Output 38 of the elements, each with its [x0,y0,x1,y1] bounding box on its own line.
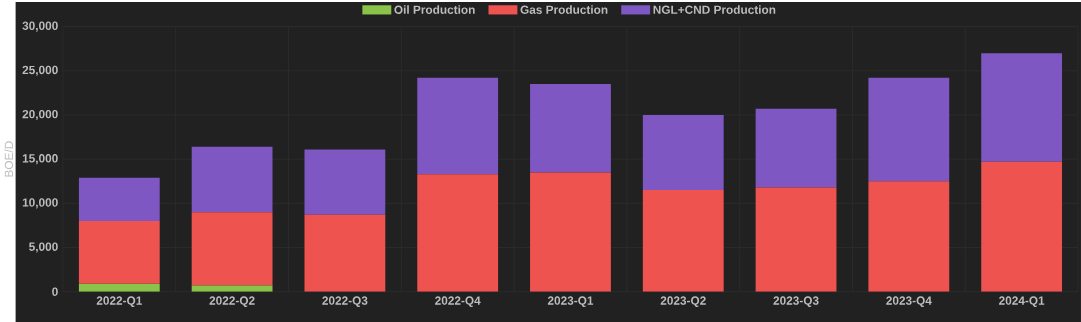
y-tick-label: 15,000 [22,153,58,165]
bar [981,52,1063,162]
x-tick-label: 2022-Q3 [322,296,368,307]
x-tick-label: 2022-Q4 [435,296,481,307]
bar [417,77,499,175]
y-tick-label: 5,000 [29,242,58,253]
bar [78,177,160,221]
bar [868,181,950,292]
y-tick-label: 20,000 [22,109,58,120]
x-tick-label: 2024-Q1 [999,296,1045,307]
x-tick-label: 2023-Q3 [773,296,819,307]
y-tick-label: 10,000 [22,198,58,209]
bar [981,161,1063,292]
legend-label: Oil Production [394,5,475,14]
bar [304,214,386,292]
bar [755,187,837,292]
bar [78,220,160,284]
bar [191,212,273,286]
bar [642,114,724,190]
y-tick-label: 0 [52,287,58,296]
x-tick-label: 2023-Q1 [547,296,594,307]
bar [530,172,611,292]
bar [755,108,837,188]
x-tick-label: 2022-Q1 [96,296,142,307]
x-tick-label: 2022-Q2 [209,296,255,307]
legend-label: NGL+CND Production [653,5,776,14]
bar [868,77,950,182]
y-tick-label: 25,000 [22,65,58,76]
x-tick-label: 2023-Q2 [660,296,706,307]
x-tick-label: 2023-Q4 [886,296,932,307]
bar [191,146,273,213]
bar [642,189,724,292]
bar [304,149,386,215]
legend-label: Gas Production [520,5,608,14]
bar [530,83,611,173]
y-axis-title: BOE/D [4,141,14,177]
bar [417,174,499,292]
y-tick-label: 30,000 [22,21,58,32]
